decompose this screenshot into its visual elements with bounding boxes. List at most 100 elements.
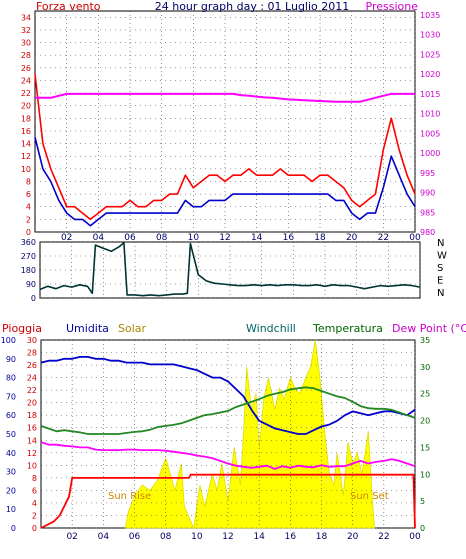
compass-letter: E <box>437 276 443 287</box>
rain-tick-label: 8 <box>32 474 37 483</box>
x-tick-label: 16 <box>285 532 297 542</box>
pressure-axis-label: Pressione <box>366 0 419 13</box>
temperature-tick-label: 5 <box>420 497 425 506</box>
x-tick-label: 02 <box>66 532 77 542</box>
rain-axis-label: Pioggia <box>2 322 42 335</box>
temperature-tick-label: 35 <box>420 336 430 345</box>
wind-tick-label: 28 <box>21 51 31 60</box>
humidity-tick-label: 10 <box>6 505 16 514</box>
rain-tick-label: 16 <box>27 424 37 433</box>
wind-tick-label: 2 <box>26 215 31 224</box>
direction-tick-label: 180 <box>21 266 36 275</box>
x-tick-label: 12 <box>222 532 233 542</box>
temperature-tick-labels: 0 5 10 15 20 25 30 35 <box>420 336 430 533</box>
sunset-annotation: Sun Set <box>350 491 389 502</box>
dewpoint-line <box>40 441 416 470</box>
rain-tick-label: 18 <box>27 411 37 420</box>
windchill-axis-label: Windchill <box>246 322 296 335</box>
rain-tick-label: 30 <box>27 336 37 345</box>
humidity-tick-label: 50 <box>6 430 16 439</box>
rain-tick-label: 0 <box>32 524 37 533</box>
wind-tick-label: 24 <box>21 76 31 85</box>
wind-tick-label: 6 <box>26 190 31 199</box>
x-tick-label: 04 <box>98 532 110 542</box>
wind-tick-label: 8 <box>26 177 31 186</box>
humidity-tick-label: 90 <box>6 355 16 364</box>
direction-tick-label: 90 <box>26 280 36 289</box>
x-tick-label: 00 <box>409 532 421 542</box>
wind-tick-label: 10 <box>21 165 31 174</box>
dewpoint-axis-label: Dew Point (°C) <box>392 322 466 335</box>
wind-tick-label: 20 <box>21 102 31 111</box>
rain-tick-label: 20 <box>27 399 37 408</box>
direction-tick-label: 0 <box>31 294 36 303</box>
temperature-axis-label: Temperatura <box>312 322 383 335</box>
solar-radiation-area <box>124 339 375 530</box>
x-tick-label: 02 <box>61 233 72 243</box>
wind-tick-label: 12 <box>21 152 31 161</box>
wind-axis-label: Forza vento <box>36 0 101 13</box>
compass-letter: S <box>437 263 443 274</box>
humidity-tick-labels: 0 10 20 30 40 50 60 70 80 90 100 <box>1 336 16 533</box>
wind-tick-label: 32 <box>21 26 31 35</box>
humidity-tick-label: 40 <box>6 449 16 458</box>
wind-tick-label: 26 <box>21 64 31 73</box>
chart-title: 24 hour graph day : 01 Luglio 2011 <box>155 0 350 13</box>
rain-tick-label: 12 <box>27 449 37 458</box>
climate-series-lines <box>40 355 416 529</box>
pressure-line <box>35 92 415 103</box>
x-tick-label: 20 <box>346 233 358 243</box>
x-tick-label: 06 <box>124 233 136 243</box>
climate-gridlines <box>41 339 416 529</box>
humidity-tick-label: 60 <box>6 411 16 420</box>
direction-tick-labels: 0 90 180 270 360 <box>21 238 36 303</box>
pressure-tick-label: 1000 <box>420 149 440 158</box>
x-tick-label: 10 <box>191 532 203 542</box>
direction-tick-label: 360 <box>21 238 36 247</box>
humidity-tick-label: 30 <box>6 468 16 477</box>
direction-tick-label: 270 <box>21 252 36 261</box>
temperature-tick-label: 25 <box>420 390 430 399</box>
temperature-tick-label: 10 <box>420 470 430 479</box>
wind-x-tick-labels: 02 04 06 08 10 12 14 16 18 20 22 00 <box>61 233 421 243</box>
rain-tick-label: 6 <box>32 486 37 495</box>
x-tick-label: 06 <box>129 532 141 542</box>
x-tick-label: 08 <box>156 233 168 243</box>
humidity-tick-label: 0 <box>11 524 16 533</box>
humidity-tick-label: 100 <box>1 336 16 345</box>
x-tick-label: 18 <box>314 233 326 243</box>
wind-tick-label: 18 <box>21 114 31 123</box>
compass-letter: N <box>437 288 444 299</box>
x-tick-label: 10 <box>188 233 200 243</box>
rain-tick-label: 2 <box>32 511 37 520</box>
rain-tick-label: 4 <box>32 499 37 508</box>
x-tick-label: 00 <box>409 233 421 243</box>
solar-area <box>124 339 375 530</box>
pressure-tick-label: 985 <box>420 208 435 217</box>
rain-accumulation-line <box>40 473 416 529</box>
rain-tick-label: 24 <box>27 374 37 383</box>
x-tick-label: 08 <box>160 532 172 542</box>
x-tick-label: 18 <box>316 532 328 542</box>
pressure-right-tick-labels: 980 985 990 995 1000 1005 1010 1015 1020 1025 1030… <box>420 11 440 237</box>
wind-tick-label: 14 <box>21 140 31 149</box>
rain-tick-label: 22 <box>27 386 37 395</box>
x-tick-label: 22 <box>378 532 389 542</box>
humidity-axis-label: Umidita <box>66 322 109 335</box>
pressure-tick-label: 980 <box>420 228 435 237</box>
wind-tick-label: 4 <box>26 203 31 212</box>
wind-secondary-line <box>34 137 416 227</box>
direction-series-line <box>39 242 421 297</box>
solar-axis-label: Solar <box>118 322 147 335</box>
x-tick-label: 22 <box>378 233 389 243</box>
wind-plot-frame <box>34 10 416 233</box>
x-tick-label: 14 <box>251 233 263 243</box>
wind-direction-line <box>39 242 421 297</box>
x-tick-label: 12 <box>219 233 230 243</box>
